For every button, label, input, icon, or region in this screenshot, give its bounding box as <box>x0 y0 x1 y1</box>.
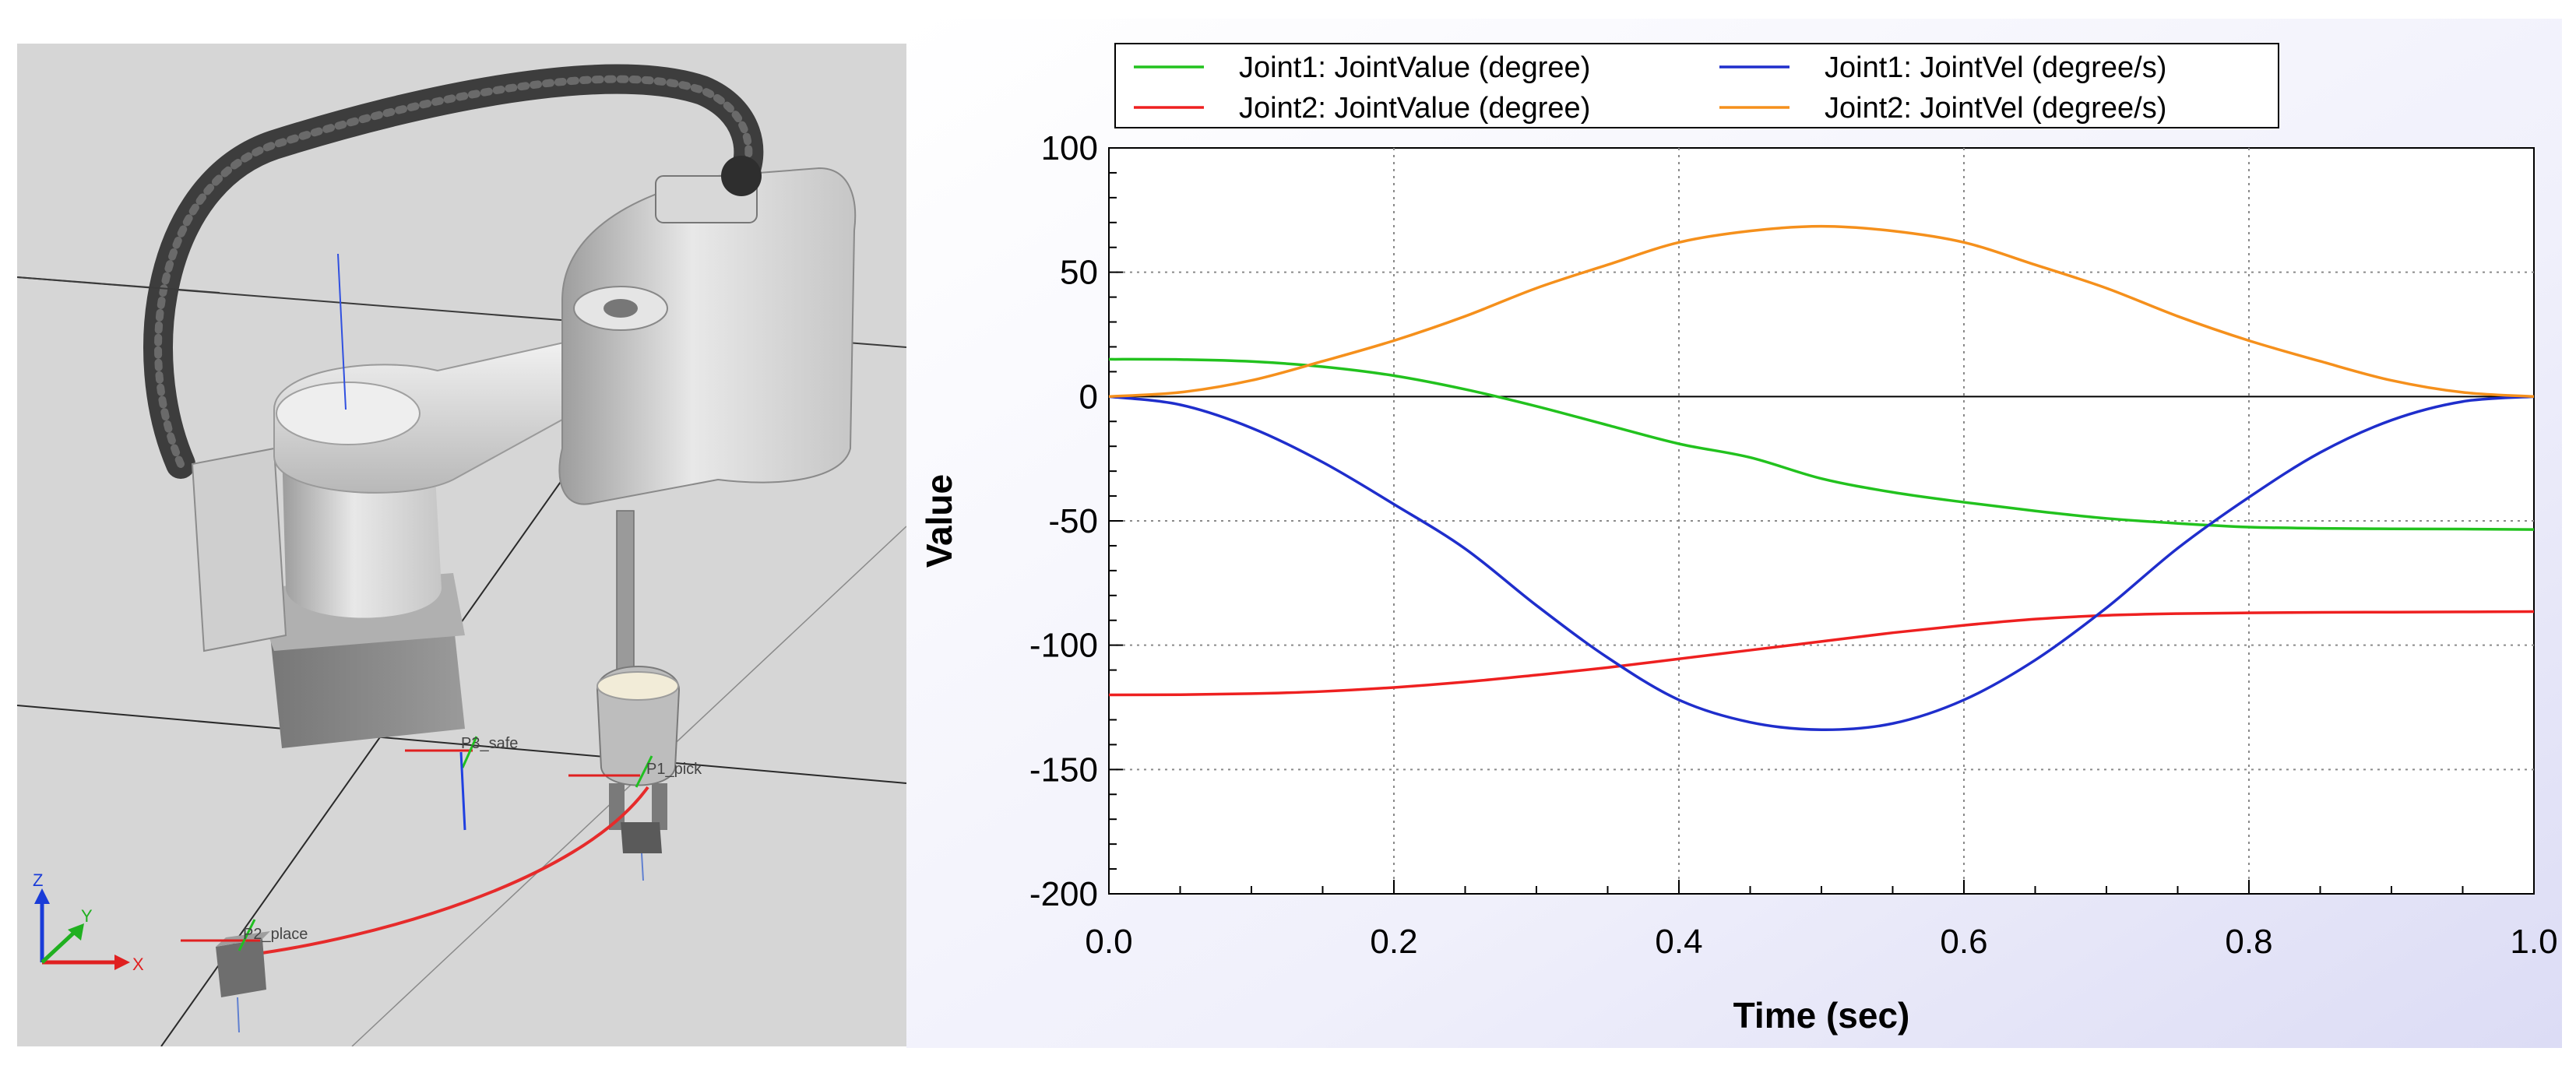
legend-label: Joint1: JointValue (degree) <box>1239 51 1590 84</box>
gizmo-z-label: Z <box>33 870 43 890</box>
p2-frame-y-axis <box>238 919 256 951</box>
x-tick-label: 0.4 <box>1655 923 1702 961</box>
y-tick-label: -200 <box>1029 875 1098 913</box>
robot-scene-svg: P3_safe P1_pick P2_place Z Y X <box>16 44 907 1047</box>
joint-trajectory-chart: 100 50 0 -50 -100 -150 -200 0.0 0.2 0.4 0.6 0.8 1.0… <box>906 19 2562 1048</box>
robot-scene-view: P3_safe P1_pick P2_place Z Y X <box>16 44 907 1047</box>
p1-frame-y-axis <box>635 755 653 788</box>
series-line <box>1108 610 2535 697</box>
series-line <box>1108 224 2535 399</box>
x-tick-label: 0.0 <box>1085 923 1132 961</box>
plot-area <box>1108 147 2535 895</box>
series-line <box>1108 357 2535 531</box>
y-tick-label: 50 <box>1060 254 1098 292</box>
legend-box <box>1114 43 2279 128</box>
p1-label: P1_pick <box>646 761 702 778</box>
gizmo-x-label: X <box>132 955 144 974</box>
gizmo-y-axis <box>40 930 77 964</box>
robot-side-box <box>191 447 287 652</box>
robot-base-block <box>270 620 465 748</box>
series-lines <box>1108 224 2535 732</box>
p3-frame-z-axis <box>459 751 466 831</box>
p1-frame-z-axis <box>641 853 644 881</box>
minor-ticks <box>1108 147 2535 895</box>
grid-lines <box>1109 148 2534 894</box>
robot-arm-2 <box>558 167 857 505</box>
held-object <box>621 822 662 853</box>
x-tick-labels: 0.0 0.2 0.4 0.6 0.8 1.0 <box>1085 923 2557 961</box>
wall-line-top <box>16 276 220 294</box>
robot-gripper-flange <box>596 671 679 701</box>
gizmo-z-arrow <box>34 888 50 904</box>
place-object <box>216 939 266 997</box>
trajectory-path <box>250 786 649 956</box>
robot-gripper-finger-right <box>652 783 667 830</box>
y-tick-label: -50 <box>1048 502 1098 540</box>
y-axis-label: Value <box>919 474 959 568</box>
p3-label: P3_safe <box>461 735 518 752</box>
y-tick-labels: 100 50 0 -50 -100 -150 -200 <box>1029 129 1098 913</box>
robot-shaft <box>616 510 635 675</box>
x-tick-label: 0.8 <box>2225 923 2272 961</box>
x-tick-label: 1.0 <box>2510 923 2557 961</box>
robot-joint-1-cap <box>276 382 421 445</box>
floor-line <box>16 705 907 784</box>
cable-hose-highlight <box>154 75 753 468</box>
y-tick-label: 100 <box>1041 129 1098 167</box>
x-tick-label: 0.6 <box>1940 923 1987 961</box>
y-tick-label: -150 <box>1029 751 1098 789</box>
legend: Joint1: JointValue (degree) Joint2: Joint… <box>1114 43 2279 128</box>
chart-panel: 100 50 0 -50 -100 -150 -200 0.0 0.2 0.4 0.6 0.8 1.0… <box>906 19 2562 1048</box>
gizmo-x-arrow <box>114 955 130 970</box>
place-object-top <box>216 931 270 947</box>
legend-label: Joint2: JointVel (degree/s) <box>1825 92 2166 125</box>
y-tick-label: 0 <box>1079 378 1098 416</box>
x-axis-label: Time (sec) <box>1733 995 1910 1036</box>
p3-frame-y-axis <box>461 736 478 768</box>
robot-connector <box>721 156 762 196</box>
p2-frame-z-axis <box>237 997 240 1033</box>
gizmo-y-label: Y <box>81 906 93 926</box>
floor-line <box>351 526 907 1047</box>
base-frame-z-axis <box>337 253 347 410</box>
p2-label: P2_place <box>243 926 308 943</box>
gizmo-y-arrow <box>68 923 84 941</box>
x-tick-label: 0.2 <box>1370 923 1417 961</box>
series-line <box>1108 395 2535 732</box>
robot-quill-hole <box>604 299 638 318</box>
legend-label: Joint1: JointVel (degree/s) <box>1825 51 2166 84</box>
legend-label: Joint2: JointValue (degree) <box>1239 92 1590 125</box>
y-tick-label: -100 <box>1029 627 1098 665</box>
